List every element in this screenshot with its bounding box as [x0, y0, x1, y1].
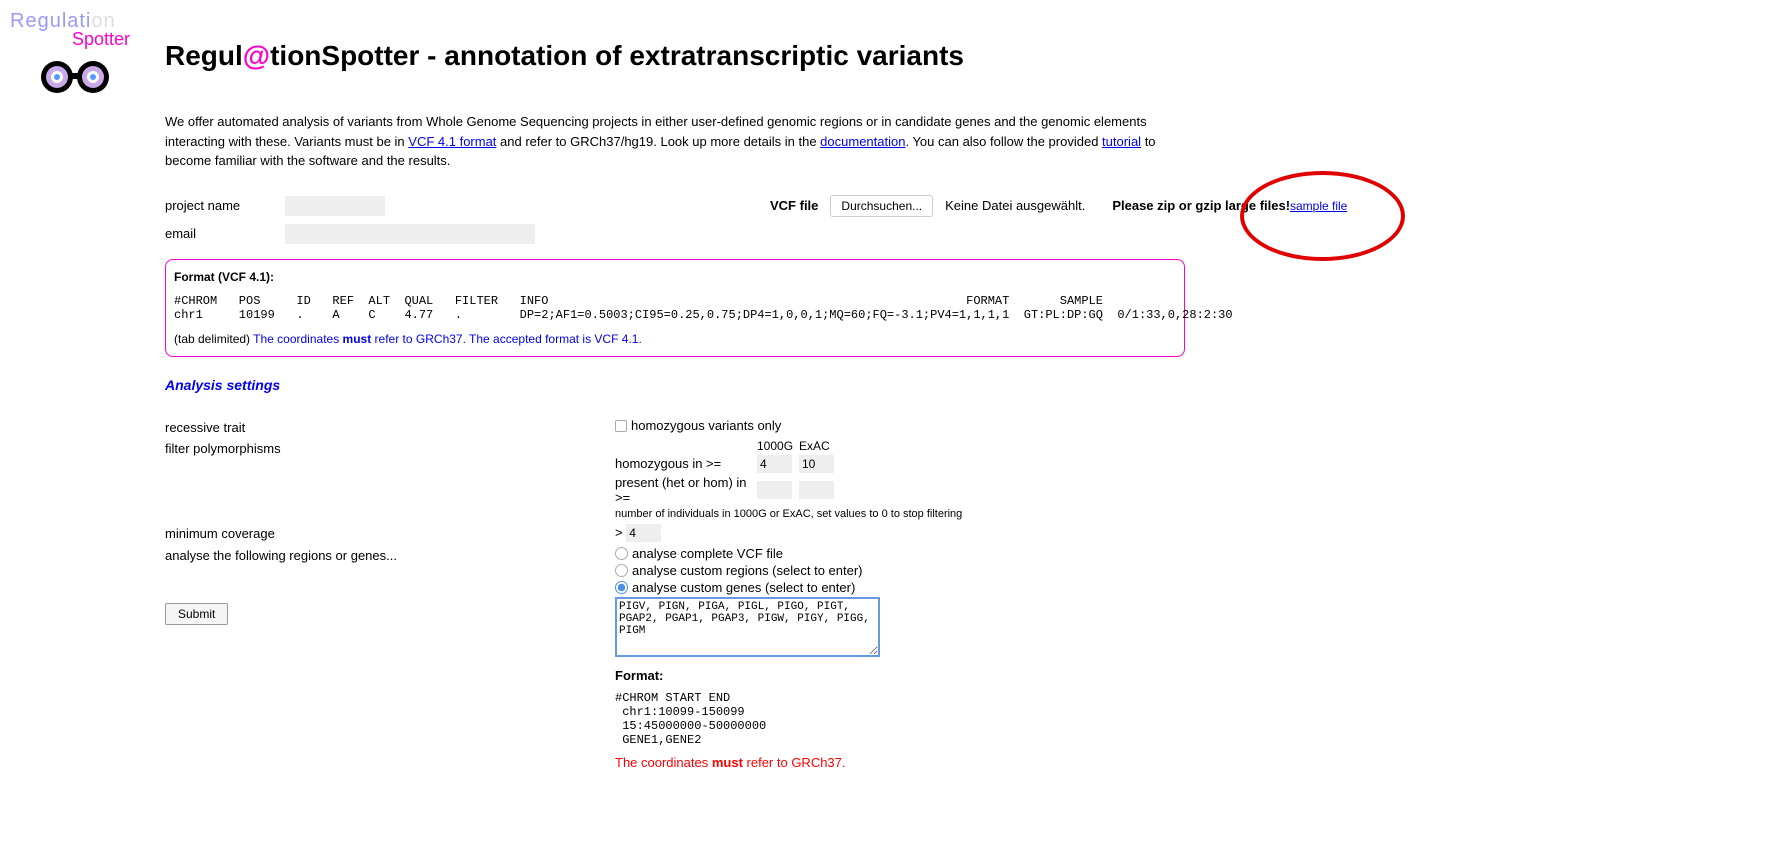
label-vcf-file: VCF file	[770, 198, 818, 213]
project-name-input[interactable]	[285, 196, 385, 216]
label-present-in: present (het or hom) in >=	[615, 475, 755, 505]
min-cov-input[interactable]	[626, 524, 661, 542]
hom-exac-input[interactable]	[799, 455, 834, 473]
binoculars-icon	[10, 55, 140, 98]
label-project-name: project name	[165, 198, 285, 213]
label-min-cov: minimum coverage	[165, 524, 615, 541]
format-header: Format (VCF 4.1):	[174, 270, 1176, 284]
link-sample-file[interactable]: sample file	[1290, 199, 1347, 213]
genes-textarea[interactable]: PIGV, PIGN, PIGA, PIGL, PIGO, PIGT, PGAP…	[615, 597, 880, 657]
poly-note: number of individuals in 1000G or ExAC, …	[615, 508, 1365, 520]
label-filter-poly: filter polymorphisms	[165, 439, 615, 456]
format-example: #CHROM POS ID REF ALT QUAL FILTER INFO F…	[174, 294, 1176, 322]
email-input[interactable]	[285, 224, 535, 244]
link-vcf-format[interactable]: VCF 4.1 format	[408, 134, 496, 149]
label-analyse-regions: analyse the following regions or genes..…	[165, 548, 615, 563]
radio-custom-genes[interactable]	[615, 581, 628, 594]
analysis-settings-header: Analysis settings	[165, 377, 1365, 393]
submit-button[interactable]: Submit	[165, 603, 228, 625]
label-hom-in: homozygous in >=	[615, 456, 755, 471]
logo-area: Regulation Spotter	[10, 10, 140, 98]
link-tutorial[interactable]: tutorial	[1102, 134, 1141, 149]
homozygous-checkbox[interactable]	[615, 420, 627, 432]
format2-label: Format:	[615, 668, 1365, 683]
col-1000g: 1000G	[757, 439, 797, 453]
min-cov-prefix: >	[615, 525, 623, 540]
no-file-text: Keine Datei ausgewählt.	[945, 198, 1085, 213]
format-box: Format (VCF 4.1): #CHROM POS ID REF ALT …	[165, 259, 1185, 357]
zip-note: Please zip or gzip large files!	[1112, 198, 1290, 213]
tab-delimited-note: (tab delimited)	[174, 332, 253, 346]
red-coord-note: The coordinates must refer to GRCh37.	[615, 755, 1365, 770]
label-email: email	[165, 226, 285, 241]
present-1000g-input[interactable]	[757, 481, 792, 499]
col-exac: ExAC	[799, 439, 839, 453]
label-recessive: recessive trait	[165, 418, 615, 435]
browse-button[interactable]: Durchsuchen...	[830, 195, 933, 217]
label-r3: analyse custom genes (select to enter)	[632, 580, 855, 595]
present-exac-input[interactable]	[799, 481, 834, 499]
label-r1: analyse complete VCF file	[632, 546, 783, 561]
radio-custom-regions[interactable]	[615, 564, 628, 577]
format2-example: #CHROM START END chr1:10099-150099 15:45…	[615, 691, 1365, 747]
label-r2: analyse custom regions (select to enter)	[632, 563, 863, 578]
intro-paragraph: We offer automated analysis of variants …	[165, 112, 1165, 171]
label-homozygous-only: homozygous variants only	[631, 418, 781, 433]
hom-1000g-input[interactable]	[757, 455, 792, 473]
page-title: Regul@tionSpotter - annotation of extrat…	[165, 40, 1365, 72]
link-documentation[interactable]: documentation	[820, 134, 905, 149]
radio-complete-vcf[interactable]	[615, 547, 628, 560]
